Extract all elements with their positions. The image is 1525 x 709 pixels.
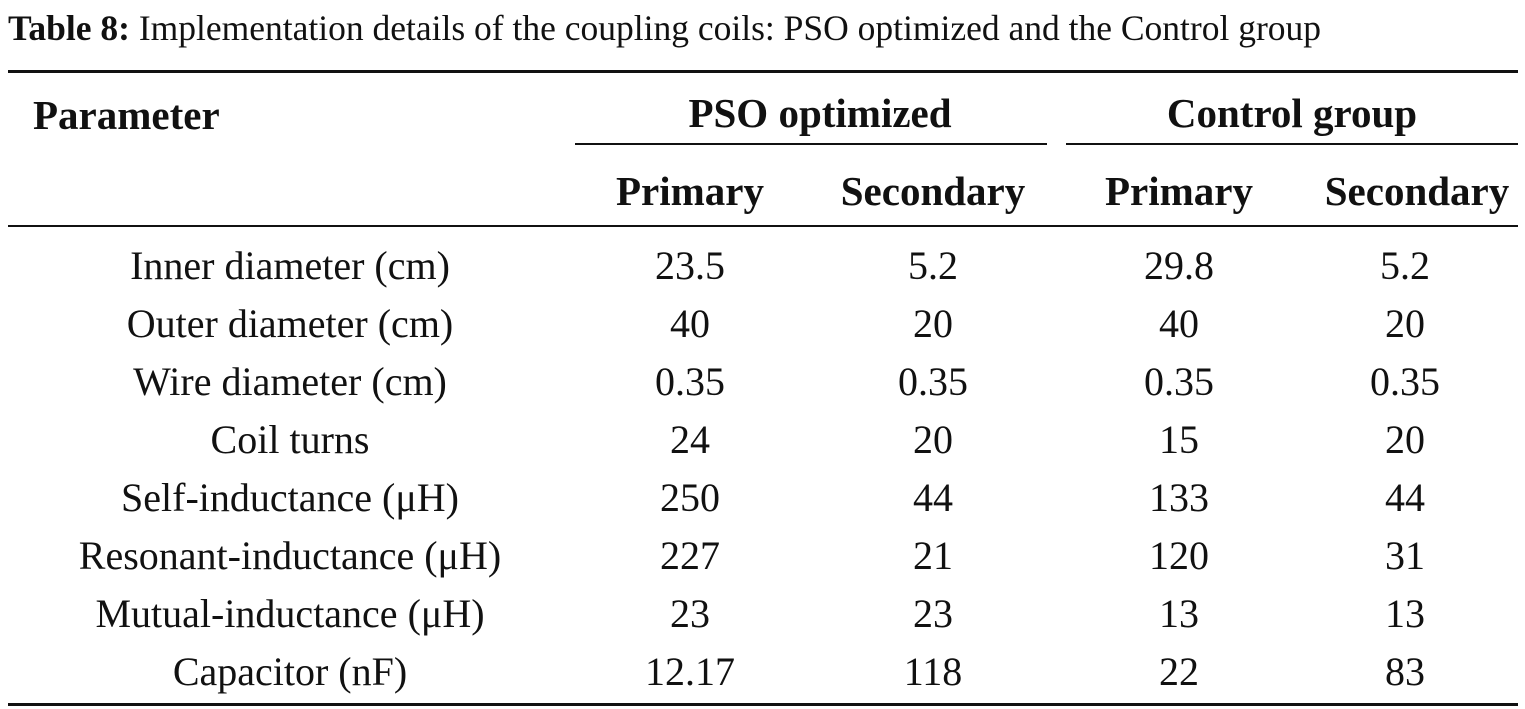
header-control-primary: Primary xyxy=(1105,168,1253,214)
table-row: Inner diameter (cm) 23.5 5.2 29.8 5.2 xyxy=(0,237,1525,295)
cell-pso-secondary: 44 xyxy=(913,475,953,520)
cell-control-secondary: 20 xyxy=(1385,417,1425,462)
table-row: Mutual-inductance (μH) 23 23 13 13 xyxy=(0,585,1525,643)
cell-pso-secondary: 0.35 xyxy=(898,359,968,404)
cell-pso-secondary: 118 xyxy=(903,649,963,694)
caption-text: Implementation details of the coupling c… xyxy=(138,8,1322,48)
table-row: Wire diameter (cm) 0.35 0.35 0.35 0.35 xyxy=(0,353,1525,411)
cell-parameter: Self-inductance (μH) xyxy=(121,475,459,520)
cell-control-primary: 120 xyxy=(1149,533,1209,578)
caption-label: Table 8: xyxy=(8,8,130,48)
cell-control-primary: 13 xyxy=(1159,591,1199,636)
header-rule xyxy=(8,225,1518,227)
cell-pso-secondary: 5.2 xyxy=(908,243,958,288)
table-row: Resonant-inductance (μH) 227 21 120 31 xyxy=(0,527,1525,585)
cell-control-primary: 0.35 xyxy=(1144,359,1214,404)
table-body: Inner diameter (cm) 23.5 5.2 29.8 5.2 Ou… xyxy=(0,237,1525,701)
cell-parameter: Resonant-inductance (μH) xyxy=(78,533,502,578)
table-row: Capacitor (nF) 12.17 118 22 83 xyxy=(0,643,1525,701)
cell-control-secondary: 44 xyxy=(1385,475,1425,520)
cell-pso-primary: 250 xyxy=(660,475,720,520)
cell-parameter: Inner diameter (cm) xyxy=(130,243,450,288)
cell-control-primary: 40 xyxy=(1159,301,1199,346)
cell-pso-primary: 23.5 xyxy=(655,243,725,288)
table-row: Self-inductance (μH) 250 44 133 44 xyxy=(0,469,1525,527)
cell-pso-primary: 40 xyxy=(670,301,710,346)
cell-pso-primary: 227 xyxy=(660,533,720,578)
cell-pso-secondary: 23 xyxy=(913,591,953,636)
header-pso-primary: Primary xyxy=(616,168,764,214)
table-caption: Table 8: Implementation details of the c… xyxy=(8,6,1321,50)
cell-pso-primary: 12.17 xyxy=(645,649,735,694)
bottom-rule xyxy=(8,703,1518,706)
cell-pso-primary: 24 xyxy=(670,417,710,462)
pso-group-rule xyxy=(575,143,1047,145)
table-row: Coil turns 24 20 15 20 xyxy=(0,411,1525,469)
cell-pso-primary: 0.35 xyxy=(655,359,725,404)
cell-parameter: Coil turns xyxy=(210,417,370,462)
table-row: Outer diameter (cm) 40 20 40 20 xyxy=(0,295,1525,353)
cell-pso-primary: 23 xyxy=(670,591,710,636)
cell-control-primary: 133 xyxy=(1149,475,1209,520)
top-rule xyxy=(8,70,1518,73)
control-group-rule xyxy=(1066,143,1518,145)
header-pso-secondary: Secondary xyxy=(840,168,1026,214)
cell-pso-secondary: 20 xyxy=(913,417,953,462)
cell-control-secondary: 83 xyxy=(1385,649,1425,694)
cell-control-secondary: 5.2 xyxy=(1380,243,1430,288)
cell-control-secondary: 20 xyxy=(1385,301,1425,346)
header-control-secondary: Secondary xyxy=(1324,168,1510,214)
header-group-pso: PSO optimized xyxy=(688,90,952,136)
cell-pso-secondary: 20 xyxy=(913,301,953,346)
cell-parameter: Capacitor (nF) xyxy=(172,649,408,694)
cell-parameter: Wire diameter (cm) xyxy=(133,359,447,404)
header-parameter: Parameter xyxy=(33,92,220,138)
cell-control-secondary: 31 xyxy=(1385,533,1425,578)
header-group-control: Control group xyxy=(1166,90,1418,136)
cell-control-primary: 15 xyxy=(1159,417,1199,462)
cell-control-primary: 22 xyxy=(1159,649,1199,694)
cell-parameter: Mutual-inductance (μH) xyxy=(95,591,485,636)
cell-control-secondary: 13 xyxy=(1385,591,1425,636)
cell-parameter: Outer diameter (cm) xyxy=(126,301,454,346)
cell-pso-secondary: 21 xyxy=(913,533,953,578)
cell-control-secondary: 0.35 xyxy=(1370,359,1440,404)
cell-control-primary: 29.8 xyxy=(1144,243,1214,288)
